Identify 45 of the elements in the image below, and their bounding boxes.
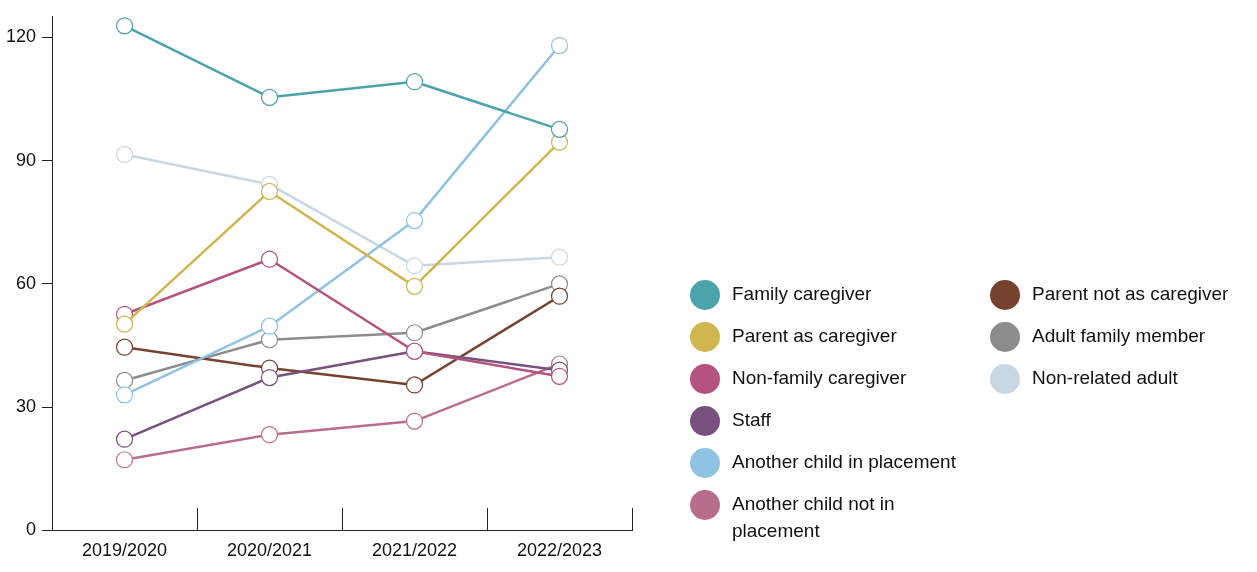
- x-tick-label: 2022/2023: [516, 540, 603, 561]
- point: [260, 250, 279, 268]
- point: [115, 451, 134, 469]
- point: [260, 426, 279, 444]
- point: [550, 367, 569, 385]
- point: [405, 376, 424, 394]
- point: [405, 212, 424, 230]
- point: [550, 36, 569, 55]
- legend-label: Another child not in placement: [732, 492, 896, 543]
- point: [260, 88, 279, 106]
- point: [115, 371, 134, 390]
- x-tick-label: 2020/2021: [226, 540, 313, 561]
- y-tick-label: 90: [16, 149, 37, 170]
- y-tick-label: 30: [16, 396, 37, 417]
- point: [550, 287, 569, 305]
- point: [260, 182, 279, 201]
- legend-label: Adult family member: [1032, 324, 1206, 348]
- point: [115, 315, 134, 333]
- point: [405, 277, 424, 295]
- legend-label: Parent not as caregiver: [1032, 282, 1229, 306]
- point: [405, 324, 424, 342]
- point: [115, 17, 134, 35]
- point: [115, 145, 134, 164]
- y-tick-label: 60: [16, 272, 37, 293]
- legend-label: Non-family caregiver: [732, 366, 907, 390]
- point: [550, 120, 569, 138]
- point: [115, 338, 134, 356]
- legend-label: Family caregiver: [732, 282, 872, 306]
- y-tick-label: 120: [5, 26, 37, 47]
- legend-label: Another child in placement: [732, 450, 956, 474]
- point: [115, 430, 134, 448]
- point: [405, 412, 424, 430]
- legend-label: Parent as caregiver: [732, 324, 897, 348]
- y-tick-label: 0: [26, 519, 37, 540]
- point: [260, 317, 279, 335]
- legend-label: Non-related adult: [1032, 366, 1178, 390]
- x-tick-label: 2021/2022: [371, 540, 458, 561]
- point: [405, 73, 424, 91]
- point: [260, 368, 279, 387]
- point: [550, 248, 569, 266]
- point: [115, 386, 134, 404]
- point: [260, 331, 279, 349]
- legend-label: Staff: [732, 408, 771, 432]
- point: [405, 257, 424, 275]
- x-tick-label: 2019/2020: [81, 540, 168, 561]
